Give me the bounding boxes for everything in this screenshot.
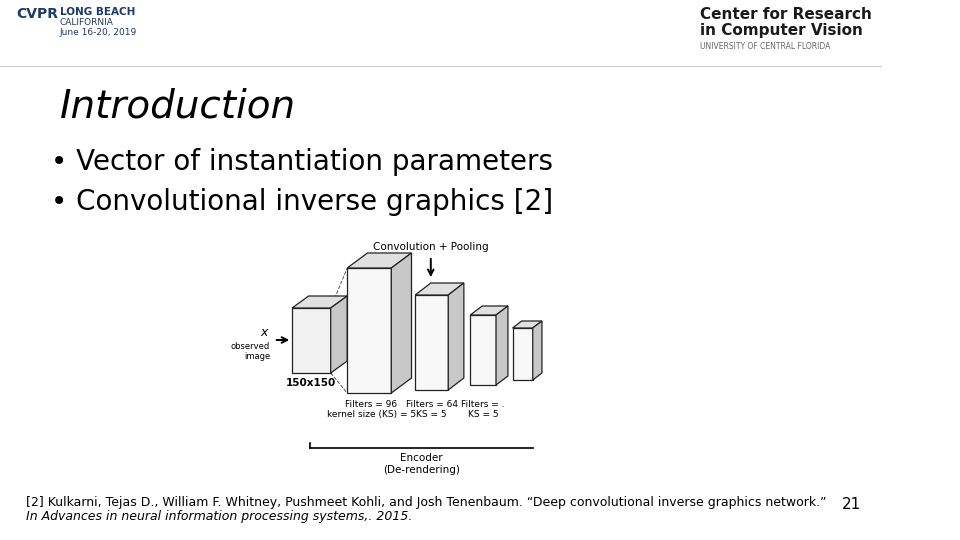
- Polygon shape: [330, 296, 348, 373]
- Polygon shape: [496, 306, 508, 385]
- Text: Center for Research: Center for Research: [700, 7, 872, 22]
- Text: • Convolutional inverse graphics [2]: • Convolutional inverse graphics [2]: [51, 188, 553, 216]
- Polygon shape: [415, 283, 464, 295]
- Polygon shape: [292, 308, 330, 373]
- Polygon shape: [348, 253, 412, 268]
- Text: [2] Kulkarni, Tejas D., William F. Whitney, Pushmeet Kohli, and Josh Tenenbaum. : [2] Kulkarni, Tejas D., William F. Whitn…: [26, 496, 827, 509]
- Text: Introduction: Introduction: [60, 88, 296, 126]
- Polygon shape: [292, 296, 348, 308]
- Polygon shape: [470, 306, 508, 315]
- Text: In Advances in neural information processing systems,. 2015.: In Advances in neural information proces…: [26, 510, 412, 523]
- Text: 21: 21: [842, 497, 861, 512]
- Polygon shape: [470, 315, 496, 385]
- Text: Filters = 64
KS = 5: Filters = 64 KS = 5: [406, 400, 458, 420]
- Polygon shape: [348, 268, 392, 393]
- Text: UNIVERSITY OF CENTRAL FLORIDA: UNIVERSITY OF CENTRAL FLORIDA: [700, 42, 830, 51]
- Text: 150x150: 150x150: [286, 378, 337, 388]
- Text: Filters = 96
kernel size (KS) = 5: Filters = 96 kernel size (KS) = 5: [326, 400, 416, 420]
- Text: June 16-20, 2019: June 16-20, 2019: [60, 28, 137, 37]
- Text: CALIFORNIA: CALIFORNIA: [60, 18, 113, 27]
- Polygon shape: [533, 321, 542, 380]
- Text: Encoder
(De-rendering): Encoder (De-rendering): [383, 453, 460, 475]
- Text: CVPR: CVPR: [16, 7, 59, 21]
- Text: $x$: $x$: [260, 326, 270, 339]
- Polygon shape: [513, 328, 533, 380]
- Polygon shape: [513, 321, 542, 328]
- Text: observed
image: observed image: [230, 342, 270, 361]
- Polygon shape: [448, 283, 464, 390]
- Text: LONG BEACH: LONG BEACH: [60, 7, 135, 17]
- Polygon shape: [392, 253, 412, 393]
- Text: Filters = .
KS = 5: Filters = . KS = 5: [462, 400, 505, 420]
- Text: • Vector of instantiation parameters: • Vector of instantiation parameters: [51, 148, 553, 176]
- Text: in Computer Vision: in Computer Vision: [700, 23, 863, 38]
- Text: Convolution + Pooling: Convolution + Pooling: [373, 242, 489, 252]
- Polygon shape: [415, 295, 448, 390]
